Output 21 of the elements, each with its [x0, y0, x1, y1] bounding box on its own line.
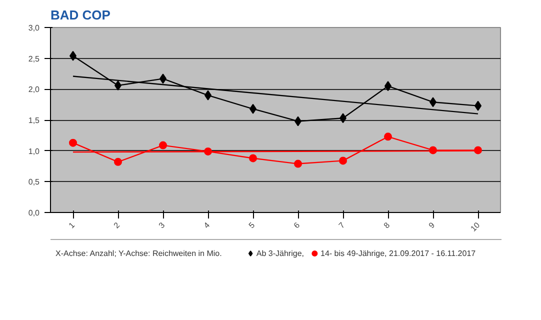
y-tick-label: 0,0: [28, 208, 40, 218]
x-tick-label: 2: [112, 220, 122, 230]
chart-title: BAD COP: [50, 8, 111, 22]
text: X-Achse: Anzahl; Y-Achse: Reichweiten in Mio.: [56, 249, 222, 258]
legend-label: Ab 3-Jährige,: [256, 249, 304, 258]
x-tick-label: 6: [292, 220, 302, 230]
y-tick-label: 2,5: [28, 54, 40, 64]
y-tick-label: 1,0: [28, 146, 40, 156]
x-tick-label: 1: [67, 220, 77, 230]
y-tick-label: 3,0: [28, 24, 40, 32]
x-tick-label: 5: [247, 220, 257, 230]
x-tick-label: 9: [427, 220, 437, 230]
x-tick-label: 3: [157, 220, 167, 230]
y-tick-label: 2,0: [28, 85, 40, 94]
y-tick-label: 0,5: [28, 178, 40, 187]
x-tick-label: 7: [337, 220, 347, 230]
x-tick-label: 10: [468, 220, 482, 234]
x-tick-label: 8: [382, 220, 392, 230]
x-tick-label: 4: [202, 220, 212, 230]
y-tick-label: 1,5: [28, 116, 40, 125]
legend-label: 14- bis 49-Jährige, 21.09.2017 - 16.11.2017: [320, 249, 476, 258]
